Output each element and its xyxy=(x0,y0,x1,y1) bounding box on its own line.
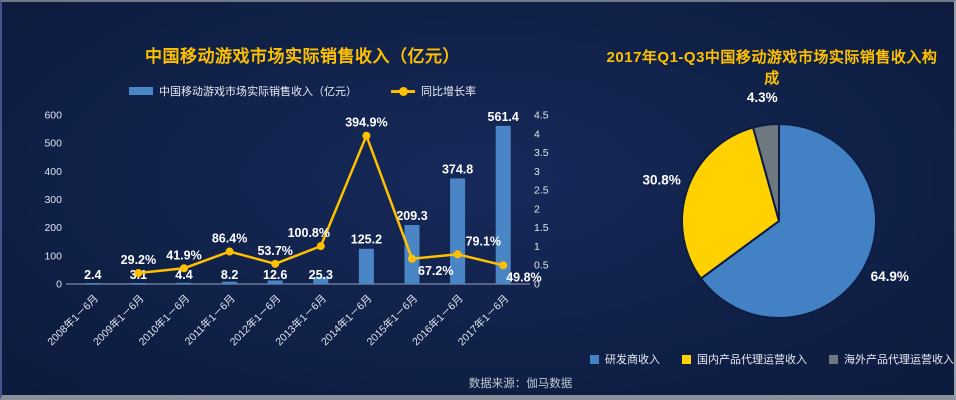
line-marker-dot-icon xyxy=(399,86,408,96)
data-source-note: 数据来源：伽马数据 xyxy=(468,378,573,390)
growth-marker xyxy=(271,259,280,268)
revenue-bar xyxy=(450,178,466,284)
revenue-bar xyxy=(222,281,238,284)
composition-pie-chart: 2017年Q1-Q3中国移动游戏市场实际销售收入构成 64.9% 30.8% 4.3… xyxy=(590,32,954,367)
growth-marker xyxy=(453,250,462,259)
pie-legend-item-developer: 研发商收入 xyxy=(590,351,660,367)
revenue-bar xyxy=(404,225,420,284)
growth-marker xyxy=(134,269,143,278)
bar-value-label: 25.3 xyxy=(309,268,333,282)
pie-legend: 研发商收入 国内产品代理运营收入 海外产品代理运营收入 xyxy=(590,351,954,367)
right-axis-tick: 2.5 xyxy=(534,185,549,197)
left-axis-tick: 500 xyxy=(44,138,62,150)
bar-value-label: 561.4 xyxy=(488,110,519,124)
bar-value-label: 374.8 xyxy=(442,162,473,176)
combo-plot: 0 100 200 300 400 500 600 0 0.5 1 1.5 2 2.5 3 3.5 4 4.5 2… xyxy=(44,110,549,349)
combo-chart-title: 中国移动游戏市场实际销售收入（亿元） xyxy=(145,47,460,66)
growth-marker xyxy=(499,261,508,270)
bar-value-label: 209.3 xyxy=(396,209,427,223)
domestic-agency-revenue-swatch xyxy=(682,354,691,364)
line-series-label: 同比增长率 xyxy=(421,86,476,98)
growth-value-label: 79.1% xyxy=(466,234,501,248)
growth-marker xyxy=(316,242,325,251)
growth-marker xyxy=(225,247,234,256)
pie-slice-value-label: 4.3% xyxy=(747,90,778,105)
right-axis-tick: 4 xyxy=(534,128,540,140)
growth-marker xyxy=(362,131,371,140)
revenue-bar xyxy=(313,276,329,284)
left-axis-tick: 600 xyxy=(44,110,62,122)
developer-revenue-label: 研发商收入 xyxy=(605,354,660,366)
right-axis-tick: 1 xyxy=(534,241,540,253)
bar-value-label: 8.2 xyxy=(221,268,238,282)
bar-series-swatch xyxy=(129,87,153,95)
bar-series-label: 中国移动游戏市场实际销售收入（亿元） xyxy=(159,86,357,98)
revenue-combo-chart: 中国移动游戏市场实际销售收入（亿元） 中国移动游戏市场实际销售收入（亿元） 同比… xyxy=(30,32,575,358)
pie-slice-0 xyxy=(699,123,877,319)
pie-legend-item-overseas: 海外产品代理运营收入 xyxy=(829,351,954,367)
domestic-agency-revenue-label: 国内产品代理运营收入 xyxy=(697,354,807,366)
growth-marker xyxy=(408,254,416,263)
growth-marker xyxy=(180,264,188,273)
line-series-marker-icon xyxy=(391,86,415,96)
revenue-bar xyxy=(176,282,192,284)
revenue-bar xyxy=(495,125,511,284)
right-axis-tick: 1.5 xyxy=(534,222,549,234)
growth-value-label: 53.7% xyxy=(257,244,292,258)
right-axis-tick: 0 xyxy=(534,279,540,291)
right-axis-tick: 3 xyxy=(534,166,540,178)
left-axis-tick: 300 xyxy=(44,194,62,206)
left-axis-tick: 200 xyxy=(44,222,62,234)
pie-slice-value-label: 30.8% xyxy=(643,172,681,187)
growth-value-label: 49.8% xyxy=(506,270,541,284)
overseas-agency-revenue-label: 海外产品代理运营收入 xyxy=(844,354,954,366)
revenue-bar xyxy=(85,283,101,284)
left-axis-tick: 0 xyxy=(56,279,62,291)
combo-legend: 中国移动游戏市场实际销售收入（亿元） 同比增长率 xyxy=(30,83,575,99)
revenue-bar xyxy=(130,283,146,284)
pie-slice-1 xyxy=(681,126,780,280)
overseas-agency-revenue-swatch xyxy=(829,354,838,364)
growth-value-label: 29.2% xyxy=(121,253,156,267)
growth-value-label: 41.9% xyxy=(166,248,201,262)
developer-revenue-swatch xyxy=(590,354,599,364)
line-series-legend-item: 同比增长率 xyxy=(391,83,476,99)
growth-value-label: 394.9% xyxy=(345,116,387,130)
bar-series-legend-item: 中国移动游戏市场实际销售收入（亿元） xyxy=(129,83,357,99)
bar-value-label: 4.4 xyxy=(175,268,192,282)
right-axis-tick: 4.5 xyxy=(534,110,549,122)
growth-value-label: 67.2% xyxy=(418,264,453,278)
pie-legend-item-domestic: 国内产品代理运营收入 xyxy=(682,351,807,367)
bar-value-label: 2.4 xyxy=(84,268,101,282)
right-axis-tick: 3.5 xyxy=(534,147,549,159)
right-axis-tick: 0.5 xyxy=(534,260,549,272)
left-axis-tick: 100 xyxy=(44,250,62,262)
left-axis-tick: 400 xyxy=(44,166,62,178)
bar-value-label: 125.2 xyxy=(351,233,382,247)
revenue-bar xyxy=(267,280,283,284)
pie-slice-value-label: 64.9% xyxy=(871,269,909,284)
right-axis-tick: 2 xyxy=(534,203,540,215)
growth-value-label: 86.4% xyxy=(212,232,247,246)
pie-slice-2 xyxy=(752,123,780,222)
pie-plot: 64.9% 30.8% 4.3% xyxy=(643,90,909,319)
pie-chart-title: 2017年Q1-Q3中国移动游戏市场实际销售收入构成 xyxy=(606,49,938,87)
bar-value-label: 12.6 xyxy=(263,268,287,282)
growth-value-label: 100.8% xyxy=(288,226,330,240)
revenue-bar xyxy=(358,248,374,284)
